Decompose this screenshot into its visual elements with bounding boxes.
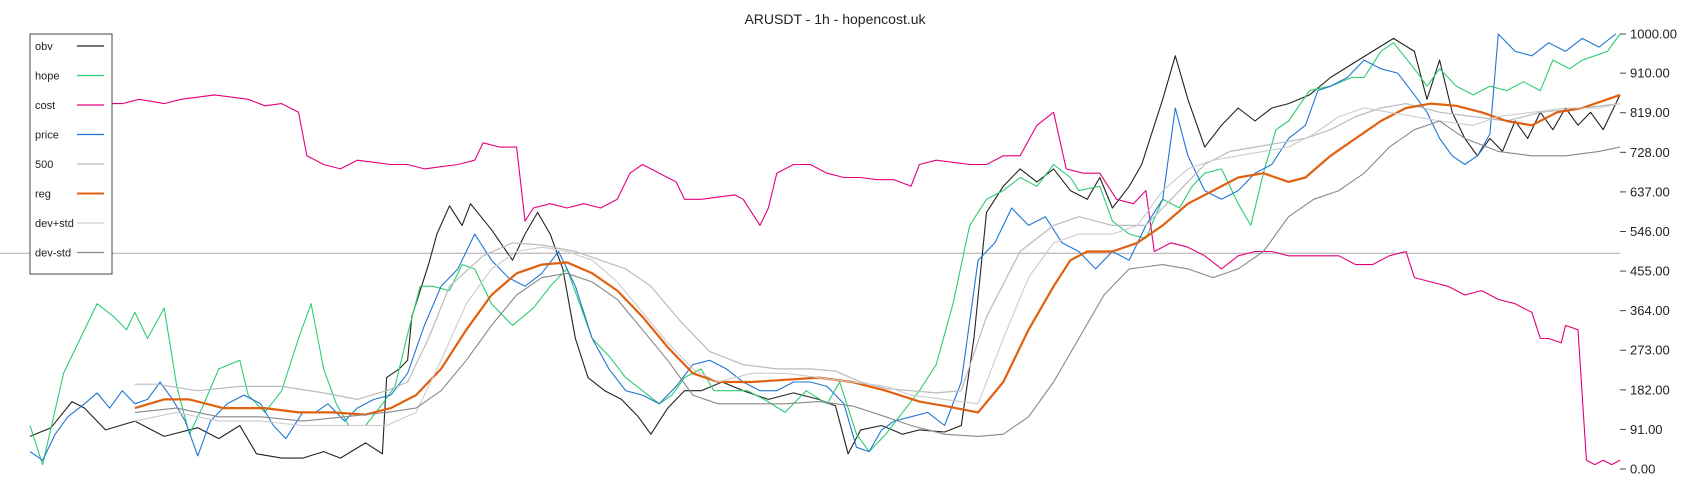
legend-label: 500 bbox=[35, 159, 53, 171]
series-layer bbox=[29, 33, 1621, 466]
legend-label: cost bbox=[35, 100, 55, 112]
y-tick-label: 91.00 bbox=[1630, 422, 1663, 437]
y-tick-label: 182.00 bbox=[1630, 382, 1670, 397]
series-obv-line bbox=[29, 37, 1621, 459]
y-tick-label: 0.00 bbox=[1630, 462, 1655, 477]
legend-label: hope bbox=[35, 71, 59, 83]
series-500-line bbox=[134, 102, 1621, 400]
y-tick-label: 728.00 bbox=[1630, 145, 1670, 160]
chart-title: ARUSDT - 1h - hopencost.uk bbox=[744, 11, 926, 27]
legend-label: reg bbox=[35, 189, 51, 201]
legend-label: price bbox=[35, 130, 59, 142]
y-tick-label: 364.00 bbox=[1630, 303, 1670, 318]
y-tick-label: 910.00 bbox=[1630, 66, 1670, 81]
y-axis: 1000.00 910.00 819.00 728.00 637.00 546.00 455… bbox=[1620, 27, 1677, 477]
series-price-line bbox=[29, 33, 1617, 461]
y-tick-label: 546.00 bbox=[1630, 224, 1670, 239]
y-tick-label: 637.00 bbox=[1630, 184, 1670, 199]
y-tick-label: 1000.00 bbox=[1630, 27, 1677, 42]
series-cost-line bbox=[100, 33, 1621, 466]
series-reg-line bbox=[134, 93, 1621, 416]
series-dev-std-line bbox=[134, 120, 1621, 437]
y-tick-label: 455.00 bbox=[1630, 264, 1670, 279]
legend: obv hope cost price 500 reg dev+std dev-std bbox=[29, 33, 113, 275]
legend-label: obv bbox=[35, 41, 53, 53]
y-tick-label: 273.00 bbox=[1630, 343, 1670, 358]
legend-box bbox=[29, 33, 113, 275]
legend-label: dev+std bbox=[35, 218, 74, 230]
y-tick-label: 819.00 bbox=[1630, 105, 1670, 120]
series-hope-line bbox=[29, 33, 1621, 466]
legend-label: dev-std bbox=[35, 248, 71, 260]
series-dev-std-line bbox=[134, 103, 1621, 427]
